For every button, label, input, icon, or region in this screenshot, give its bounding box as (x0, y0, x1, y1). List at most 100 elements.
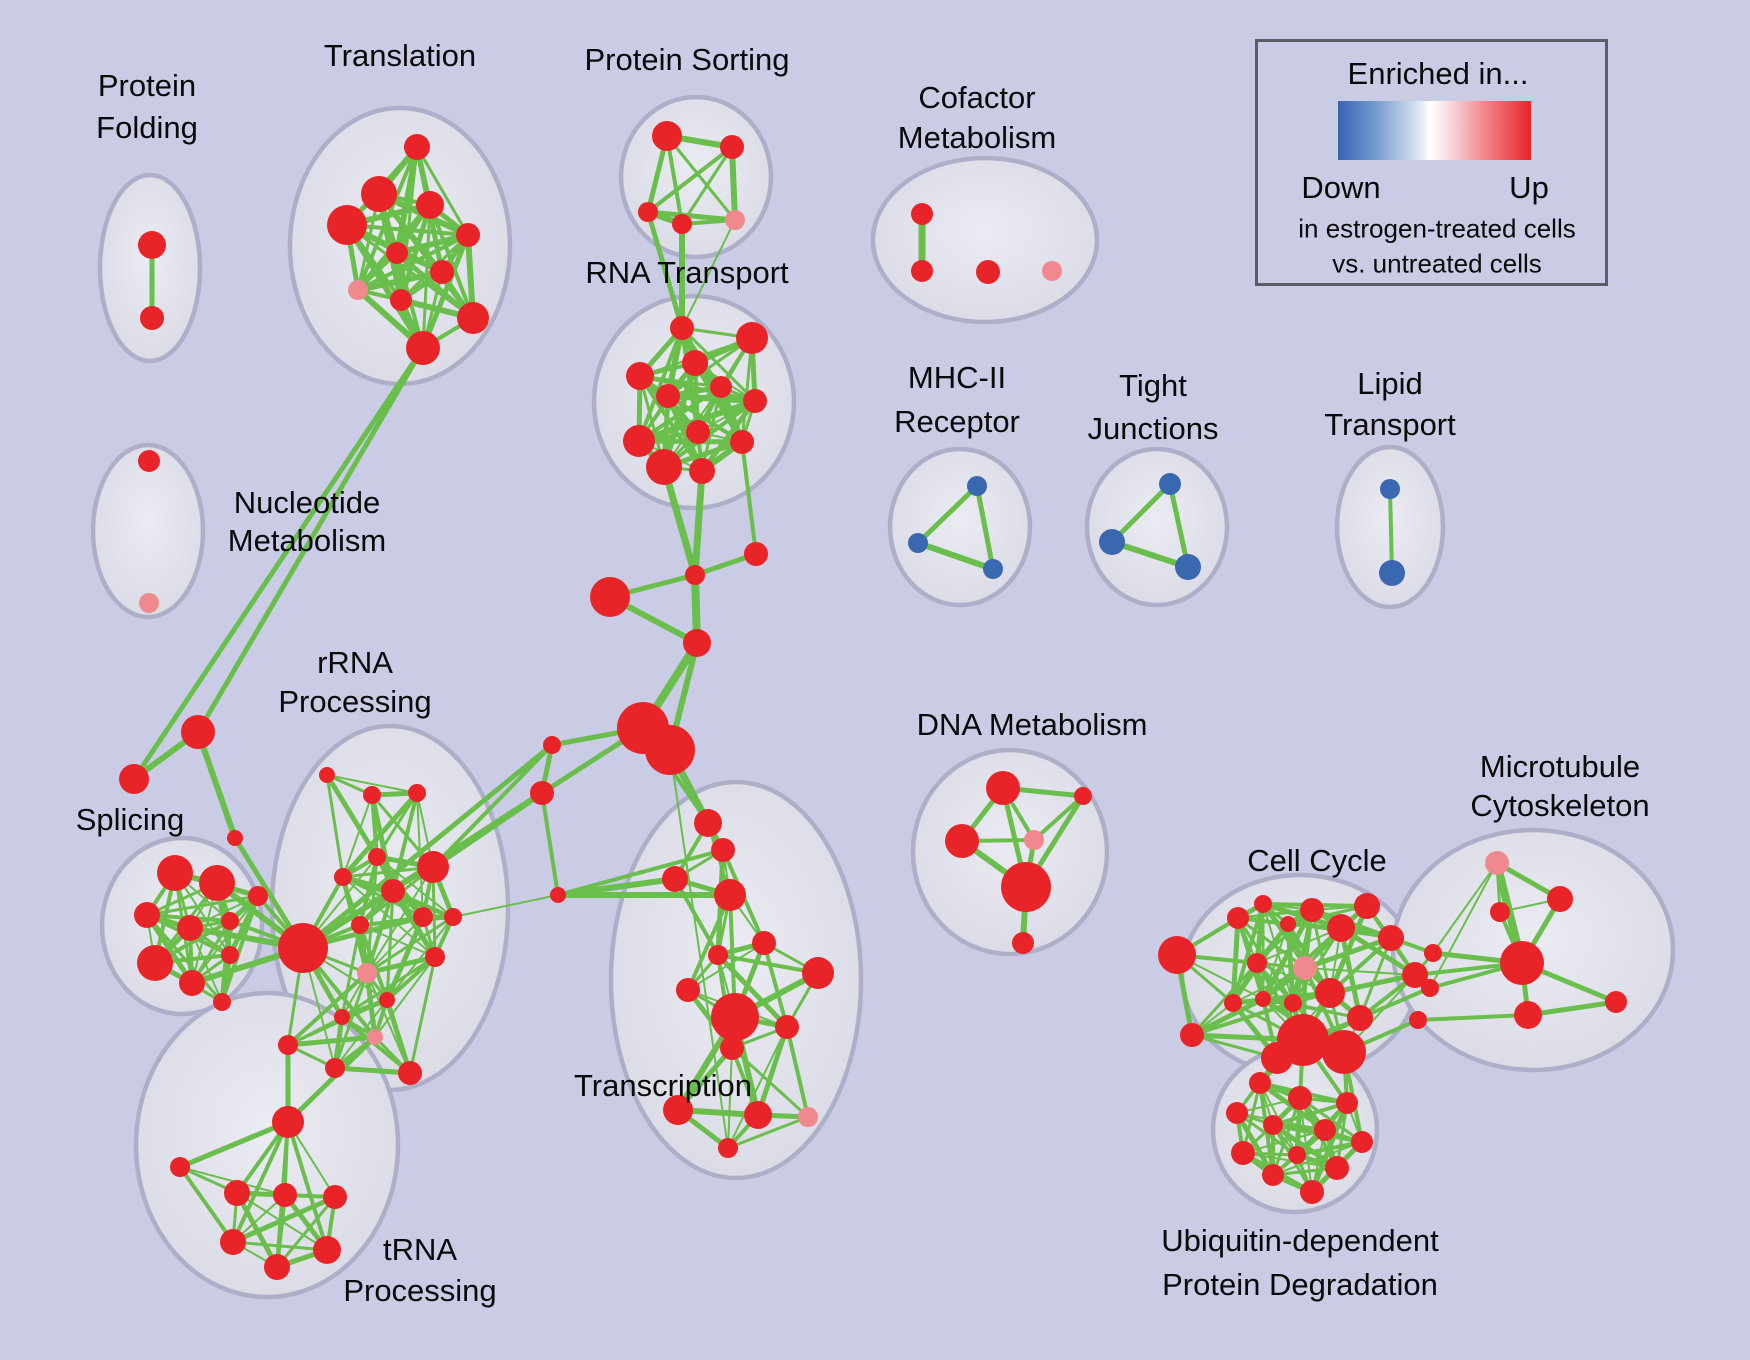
gene-set-node[interactable] (1351, 1131, 1373, 1153)
gene-set-node[interactable] (1255, 991, 1271, 1007)
gene-set-node[interactable] (744, 542, 768, 566)
gene-set-node[interactable] (1605, 991, 1627, 1013)
gene-set-node[interactable] (1485, 851, 1509, 875)
gene-set-node[interactable] (911, 203, 933, 225)
gene-set-node[interactable] (406, 331, 440, 365)
gene-set-node[interactable] (550, 887, 566, 903)
gene-set-node[interactable] (720, 135, 744, 159)
gene-set-node[interactable] (348, 280, 368, 300)
gene-set-node[interactable] (1402, 962, 1428, 988)
gene-set-node[interactable] (1336, 1092, 1358, 1114)
gene-set-node[interactable] (181, 715, 215, 749)
gene-set-node[interactable] (413, 907, 433, 927)
gene-set-node[interactable] (689, 458, 715, 484)
gene-set-node[interactable] (645, 725, 695, 775)
gene-set-node[interactable] (319, 767, 335, 783)
gene-set-node[interactable] (1180, 1023, 1204, 1047)
gene-set-node[interactable] (368, 848, 386, 866)
gene-set-node[interactable] (1074, 787, 1092, 805)
gene-set-node[interactable] (736, 322, 768, 354)
gene-set-node[interactable] (1500, 941, 1544, 985)
gene-set-node[interactable] (590, 577, 630, 617)
gene-set-node[interactable] (983, 559, 1003, 579)
gene-set-node[interactable] (334, 1009, 350, 1025)
gene-set-node[interactable] (1175, 554, 1201, 580)
gene-set-node[interactable] (744, 1101, 772, 1129)
gene-set-node[interactable] (221, 912, 239, 930)
gene-set-node[interactable] (404, 134, 430, 160)
gene-set-node[interactable] (1327, 914, 1355, 942)
gene-set-node[interactable] (134, 902, 160, 928)
gene-set-node[interactable] (1514, 1001, 1542, 1029)
gene-set-node[interactable] (1288, 1086, 1312, 1110)
gene-set-node[interactable] (1378, 925, 1404, 951)
gene-set-node[interactable] (119, 764, 149, 794)
gene-set-node[interactable] (1280, 916, 1296, 932)
gene-set-node[interactable] (1322, 1030, 1366, 1074)
gene-set-node[interactable] (1012, 932, 1034, 954)
gene-set-node[interactable] (652, 121, 682, 151)
gene-set-node[interactable] (351, 916, 369, 934)
gene-set-node[interactable] (264, 1254, 290, 1280)
gene-set-node[interactable] (227, 830, 243, 846)
gene-set-node[interactable] (623, 425, 655, 457)
gene-set-node[interactable] (325, 1058, 345, 1078)
gene-set-node[interactable] (908, 533, 928, 553)
gene-set-node[interactable] (1254, 895, 1272, 913)
gene-set-node[interactable] (430, 260, 454, 284)
gene-set-node[interactable] (1231, 1141, 1255, 1165)
gene-set-node[interactable] (273, 1183, 297, 1207)
gene-set-node[interactable] (334, 868, 352, 886)
gene-set-node[interactable] (1300, 1180, 1324, 1204)
gene-set-node[interactable] (911, 260, 933, 282)
gene-set-node[interactable] (710, 376, 732, 398)
gene-set-node[interactable] (743, 389, 767, 413)
gene-set-node[interactable] (945, 824, 979, 858)
gene-set-node[interactable] (711, 838, 735, 862)
gene-set-node[interactable] (656, 384, 680, 408)
gene-set-node[interactable] (456, 223, 480, 247)
gene-set-node[interactable] (140, 306, 164, 330)
gene-set-node[interactable] (137, 945, 173, 981)
gene-set-node[interactable] (662, 866, 688, 892)
gene-set-node[interactable] (986, 771, 1020, 805)
gene-set-node[interactable] (967, 476, 987, 496)
gene-set-node[interactable] (179, 970, 205, 996)
gene-set-node[interactable] (177, 915, 203, 941)
gene-set-node[interactable] (1263, 1115, 1283, 1135)
gene-set-node[interactable] (323, 1185, 347, 1209)
gene-set-node[interactable] (379, 992, 395, 1008)
gene-set-node[interactable] (720, 1036, 744, 1060)
gene-set-node[interactable] (220, 1229, 246, 1255)
gene-set-node[interactable] (221, 946, 239, 964)
gene-set-node[interactable] (1247, 953, 1267, 973)
gene-set-node[interactable] (1226, 1102, 1248, 1124)
gene-set-node[interactable] (139, 593, 159, 613)
gene-set-node[interactable] (272, 1106, 304, 1138)
gene-set-node[interactable] (1325, 1156, 1349, 1180)
gene-set-node[interactable] (425, 947, 445, 967)
gene-set-node[interactable] (686, 420, 710, 444)
gene-set-node[interactable] (1158, 936, 1196, 974)
gene-set-node[interactable] (1024, 830, 1044, 850)
gene-set-node[interactable] (725, 210, 745, 230)
gene-set-node[interactable] (416, 191, 444, 219)
gene-set-node[interactable] (798, 1107, 818, 1127)
gene-set-node[interactable] (1379, 560, 1405, 586)
gene-set-node[interactable] (718, 1138, 738, 1158)
gene-set-node[interactable] (357, 963, 377, 983)
gene-set-node[interactable] (1042, 261, 1062, 281)
gene-set-node[interactable] (1490, 902, 1510, 922)
gene-set-node[interactable] (138, 231, 166, 259)
gene-set-node[interactable] (278, 1035, 298, 1055)
gene-set-node[interactable] (1293, 956, 1317, 980)
gene-set-node[interactable] (327, 205, 367, 245)
gene-set-node[interactable] (1001, 862, 1051, 912)
gene-set-node[interactable] (685, 565, 705, 585)
gene-set-node[interactable] (543, 736, 561, 754)
gene-set-node[interactable] (224, 1180, 250, 1206)
gene-set-node[interactable] (1249, 1072, 1271, 1094)
gene-set-node[interactable] (1354, 893, 1380, 919)
gene-set-node[interactable] (390, 289, 412, 311)
gene-set-node[interactable] (398, 1061, 422, 1085)
